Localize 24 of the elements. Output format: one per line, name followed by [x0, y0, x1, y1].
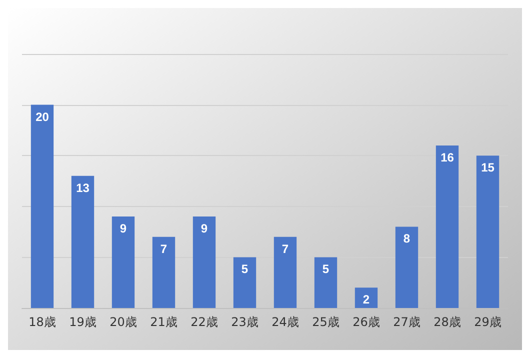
data-label: 13 [76, 180, 90, 195]
x-tick-label: 21歳 [150, 315, 178, 329]
x-tick-label: 29歳 [474, 315, 502, 329]
data-label: 5 [241, 262, 248, 276]
x-tick-label: 25歳 [312, 315, 340, 329]
data-label: 9 [200, 222, 208, 236]
data-label: 7 [160, 242, 168, 256]
data-label: 16 [440, 150, 454, 164]
x-tick-label: 27歳 [393, 315, 420, 329]
data-label: 15 [481, 160, 495, 175]
data-label: 7 [282, 242, 289, 256]
data-label: 9 [120, 222, 127, 236]
data-label: 5 [322, 262, 330, 276]
x-tick-label: 26歳 [352, 315, 380, 329]
data-label: 8 [403, 232, 410, 246]
x-tick-label: 19歳 [69, 315, 96, 329]
data-label: 20 [36, 110, 50, 124]
x-tick-label: 18歳 [28, 315, 56, 329]
x-tick-label: 24歳 [272, 315, 299, 329]
data-label: 2 [362, 292, 370, 307]
x-tick-label: 23歳 [231, 315, 258, 329]
x-tick-label: 28歳 [434, 315, 461, 329]
x-tick-label: 22歳 [190, 315, 218, 329]
x-tick-label: 20歳 [110, 315, 137, 329]
